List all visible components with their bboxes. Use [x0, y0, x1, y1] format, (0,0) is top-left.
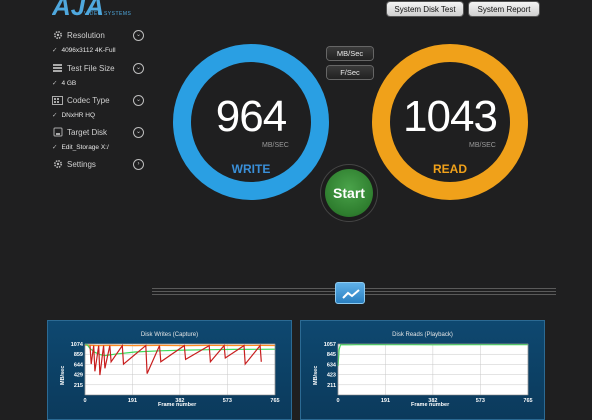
sidebar-item-test-file-size[interactable]: Test File Size ⌄ [52, 60, 144, 76]
x-tick-label: 382 [175, 398, 184, 404]
disk-reads-chart: 0 191 382 573 765 1057 845 634 423 211 [324, 342, 533, 404]
x-tick-label: 0 [83, 398, 86, 404]
chevron-down-icon[interactable]: ⌄ [133, 62, 144, 74]
y-tick-label: 423 [327, 373, 336, 379]
x-tick-label: 191 [128, 398, 137, 404]
codec-type-value-text: DNxHR HQ [61, 112, 96, 119]
sidebar-item-label: Test File Size [67, 63, 115, 73]
y-tick-label: 644 [74, 362, 84, 368]
target-disk-value: ✓ Edit_Storage X:/ [52, 143, 109, 151]
target-disk-value-text: Edit_Storage X:/ [61, 144, 109, 151]
film-icon [52, 95, 63, 106]
sidebar-item-codec-type[interactable]: Codec Type ⌄ [52, 92, 144, 108]
y-tick-label: 429 [74, 373, 83, 379]
plot-border [84, 343, 276, 396]
sidebar-item-target-disk[interactable]: Target Disk ⌄ [52, 124, 144, 140]
check-icon: ✓ [52, 47, 58, 54]
x-tick-label: 765 [523, 398, 532, 404]
sidebar-item-label: Codec Type [67, 95, 110, 105]
sidebar-item-label: Settings [67, 159, 96, 169]
y-axis-label: MB/sec [60, 365, 66, 385]
series-line [337, 343, 529, 367]
chart-title: Disk Writes (Capture) [140, 332, 199, 338]
write-unit: MB/SEC [262, 142, 289, 149]
x-tick-label: 573 [476, 398, 485, 404]
chart-title: Disk Reads (Playback) [392, 332, 453, 338]
read-speed-value: 1043 [403, 92, 498, 141]
x-tick-label: 191 [381, 398, 390, 404]
sidebar-item-settings[interactable]: Settings › [52, 156, 144, 172]
y-tick-label: 634 [327, 362, 337, 368]
svg-text:AJA: AJA [52, 0, 104, 19]
write-label: WRITE [231, 162, 271, 176]
series-line [89, 343, 262, 376]
disk-icon [52, 127, 63, 138]
resolution-value-text: 4096x3112 4K-Full [61, 47, 116, 54]
plot-border [337, 343, 529, 396]
y-tick-label: 845 [327, 352, 336, 358]
disk-reads-panel: Disk Reads (Playback) 0 191 382 573 765 1057 8… [300, 320, 545, 420]
write-speed-value: 964 [215, 92, 287, 141]
graph-toggle-button[interactable] [335, 282, 365, 304]
logo-subtitle: VIDEO SYSTEMS [84, 11, 132, 17]
x-tick-label: 382 [428, 398, 437, 404]
disk-writes-chart: 0 191 382 573 765 1074 859 644 429 215 [71, 342, 280, 404]
fsec-toggle-button[interactable]: F/Sec [327, 66, 373, 79]
chevron-down-icon[interactable]: ⌄ [133, 94, 144, 106]
gear-icon [52, 30, 63, 41]
x-tick-label: 765 [270, 398, 279, 404]
chevron-right-icon[interactable]: › [133, 158, 144, 170]
read-unit: MB/SEC [469, 142, 496, 149]
disk-writes-panel: Disk Writes (Capture) 0 191 382 573 765 1074 8… [47, 320, 292, 420]
start-button-frame: Start [321, 165, 377, 221]
file-stack-icon [52, 63, 63, 74]
start-button[interactable]: Start [325, 169, 373, 217]
read-label: READ [432, 162, 467, 176]
sidebar-item-label: Target Disk [67, 127, 108, 137]
line-graph-icon [342, 289, 360, 299]
check-icon: ✓ [52, 80, 58, 87]
system-disk-test-button[interactable]: System Disk Test [387, 2, 463, 16]
sidebar-item-resolution[interactable]: Resolution ⌄ [52, 27, 144, 43]
check-icon: ✓ [52, 144, 58, 151]
codec-type-value: ✓ DNxHR HQ [52, 111, 95, 119]
chevron-down-icon[interactable]: ⌄ [133, 29, 144, 41]
mbsec-toggle-button[interactable]: MB/Sec [327, 47, 373, 60]
aja-logo: AJA [52, 0, 104, 19]
y-tick-label: 1074 [71, 342, 84, 348]
sidebar-item-label: Resolution [67, 30, 105, 40]
chevron-down-icon[interactable]: ⌄ [133, 126, 144, 138]
x-tick-label: 0 [336, 398, 339, 404]
y-tick-label: 859 [74, 352, 83, 358]
y-tick-label: 1057 [324, 342, 336, 348]
x-axis-label: Frame number [411, 402, 450, 408]
x-axis-label: Frame number [158, 402, 197, 408]
test-file-size-value-text: 4 GB [61, 80, 77, 87]
y-tick-label: 215 [74, 383, 83, 389]
resolution-value: ✓ 4096x3112 4K-Full [52, 46, 116, 54]
system-report-button[interactable]: System Report [469, 2, 539, 16]
test-file-size-value: ✓ 4 GB [52, 79, 76, 87]
series-line [84, 344, 276, 347]
settings-gear-icon [52, 159, 63, 170]
check-icon: ✓ [52, 112, 58, 119]
x-tick-label: 573 [223, 398, 232, 404]
y-tick-label: 211 [327, 383, 336, 389]
y-axis-label: MB/sec [313, 365, 319, 385]
